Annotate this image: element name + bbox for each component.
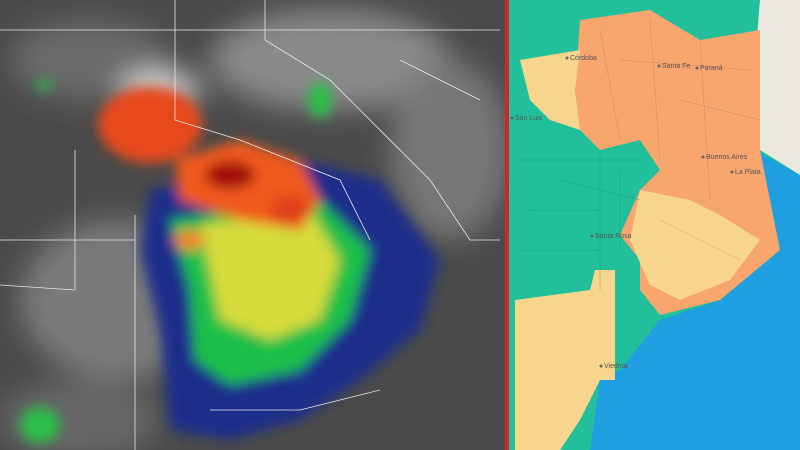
yellow-zone-south bbox=[515, 270, 615, 450]
divider bbox=[505, 0, 509, 450]
place-label: Paraná bbox=[700, 65, 723, 72]
place-label: Viedma bbox=[604, 363, 628, 370]
district-lines-orange bbox=[599, 19, 761, 261]
place-label: Santa Rosa bbox=[595, 233, 632, 240]
place-label: Córdoba bbox=[570, 55, 597, 62]
place-label: San Luis bbox=[515, 115, 543, 122]
yellow-zone-north bbox=[520, 50, 580, 130]
place-marker bbox=[730, 170, 734, 174]
sea bbox=[590, 150, 800, 450]
district-lines bbox=[520, 150, 641, 290]
place-marker bbox=[657, 64, 661, 68]
place-label: La Plata bbox=[735, 169, 761, 176]
place-label: Santa Fe bbox=[662, 63, 691, 70]
satellite-image bbox=[0, 0, 505, 450]
place-labels: Córdoba San Luis Santa Fe Paraná Buenos Aire… bbox=[510, 55, 761, 370]
place-marker bbox=[599, 364, 603, 368]
alert-map: Córdoba San Luis Santa Fe Paraná Buenos Aire… bbox=[509, 0, 800, 450]
place-marker bbox=[565, 56, 569, 60]
place-label: Buenos Aires bbox=[706, 154, 748, 161]
borders bbox=[0, 0, 500, 450]
neighbor-land bbox=[755, 0, 800, 175]
yellow-zone-east bbox=[630, 190, 760, 300]
place-marker bbox=[701, 155, 705, 159]
place-marker bbox=[510, 116, 514, 120]
place-marker bbox=[590, 234, 594, 238]
place-marker bbox=[695, 66, 699, 70]
